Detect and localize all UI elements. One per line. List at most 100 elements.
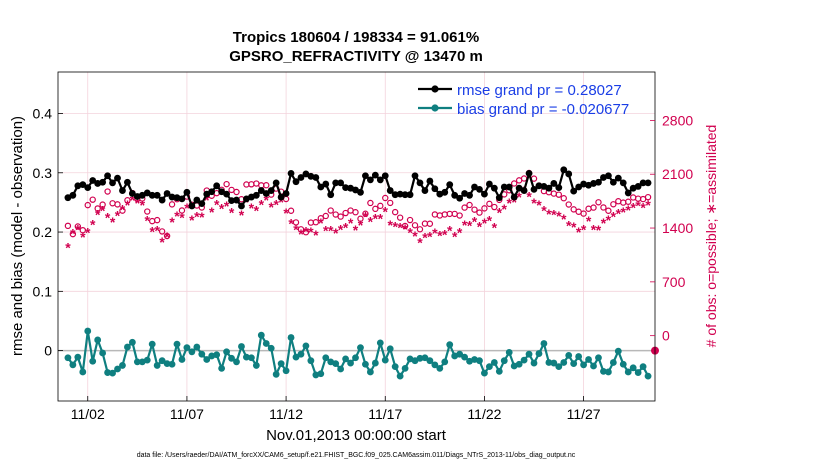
obs-assimilated-point: * — [100, 202, 106, 218]
bias-point — [322, 354, 330, 362]
rmse-point — [114, 174, 121, 182]
obs-possible-point — [99, 201, 106, 208]
obs-assimilated-point: * — [472, 214, 478, 230]
obs-assimilated-point: * — [313, 227, 319, 243]
obs-possible-point — [287, 207, 295, 214]
right-tick-label: 2100 — [662, 166, 693, 182]
obs-assimilated-point: * — [581, 222, 587, 238]
bias-point — [565, 351, 573, 359]
bias-point — [277, 360, 285, 368]
obs-assimilated-point: * — [268, 199, 274, 215]
obs-possible-point — [144, 208, 151, 215]
obs-possible-point — [401, 222, 409, 230]
obs-assimilated-point: * — [149, 224, 155, 240]
rmse-point — [188, 202, 196, 210]
rmse-point — [198, 200, 206, 208]
obs-possible-point — [406, 216, 414, 224]
bias-point — [431, 361, 439, 369]
rmse-point — [386, 187, 394, 194]
rmse-point — [595, 178, 602, 186]
obs-assimilated-point: * — [140, 197, 146, 213]
obs-assimilated-point: * — [447, 223, 453, 239]
bias-point — [580, 361, 587, 369]
x-axis-ticks: 11/02 11/07 11/12 11/17 11/22 11/27 — [71, 396, 601, 422]
bias-point — [555, 363, 563, 371]
obs-possible-point — [466, 201, 473, 209]
rmse-point — [104, 172, 111, 180]
obs-assimilated-point: * — [630, 200, 636, 216]
obs-possible-point — [600, 204, 607, 211]
bias-point — [89, 357, 97, 365]
right-axis-label: # of obs: o=possible; ∗=assimilated — [703, 125, 719, 348]
rmse-point — [208, 188, 216, 196]
bias-point — [352, 354, 359, 362]
bias-point — [168, 360, 176, 368]
rmse-point — [267, 187, 275, 194]
obs-assimilated-point: * — [298, 226, 304, 242]
obs-assimilated-point: * — [576, 224, 582, 240]
rmse-point — [337, 179, 345, 187]
obs-assimilated-point: * — [462, 217, 468, 233]
obs-assimilated-point: * — [303, 223, 309, 239]
obs-assimilated-point: * — [159, 234, 165, 250]
rmse-point — [575, 183, 583, 191]
obs-assimilated-point: * — [169, 214, 175, 230]
obs-possible-point — [64, 222, 72, 230]
bias-point — [99, 349, 107, 357]
obs-assimilated-point: * — [338, 222, 344, 238]
obs-possible-point — [590, 204, 597, 211]
bias-point — [366, 368, 374, 376]
y-tick-label: 0.1 — [33, 283, 53, 299]
bias-point — [262, 340, 270, 347]
rmse-point — [406, 191, 414, 199]
bias-point — [133, 358, 141, 366]
obs-assimilated-point: * — [259, 197, 265, 213]
bias-point — [490, 359, 498, 366]
rmse-point — [277, 193, 285, 201]
obs-assimilated-point: * — [635, 197, 641, 213]
chart-title: Tropics 180604 / 198334 = 91.061% — [233, 29, 479, 46]
x-tick-label: 11/27 — [567, 406, 601, 422]
obs-assimilated-point: * — [487, 212, 493, 228]
obs-possible-point — [411, 222, 419, 229]
rmse-point — [99, 178, 107, 186]
obs-possible-point — [491, 203, 498, 211]
rmse-point — [168, 193, 176, 201]
rmse-point — [292, 178, 300, 186]
obs-assimilated-point: * — [571, 219, 577, 235]
rmse-point — [495, 194, 503, 202]
bias-point — [114, 365, 121, 373]
rmse-point — [396, 190, 404, 198]
obs-assimilated-point: * — [154, 223, 160, 239]
obs-assimilated-point: * — [145, 212, 151, 228]
obs-possible-point — [263, 182, 270, 189]
obs-assimilated-point: * — [288, 216, 294, 232]
obs-possible-point — [168, 201, 176, 208]
obs-possible-point — [104, 188, 111, 195]
obs-assimilated-point: * — [229, 204, 235, 220]
right-tick-label: 700 — [662, 274, 686, 290]
obs-assimilated-point: * — [387, 217, 393, 233]
obs-assimilated-point: * — [120, 202, 126, 218]
obs-possible-point — [163, 232, 171, 240]
bias-point — [128, 338, 136, 346]
rmse-point — [163, 190, 171, 197]
x-tick-label: 11/17 — [368, 406, 402, 422]
obs-assimilated-point: * — [368, 213, 374, 229]
bias-point — [441, 358, 449, 366]
obs-assimilated-point: * — [611, 208, 617, 224]
obs-assimilated-point: * — [105, 209, 111, 225]
rmse-point — [193, 196, 201, 204]
rmse-point — [148, 191, 156, 199]
obs-possible-point — [560, 195, 567, 202]
bias-point — [267, 344, 275, 352]
obs-assimilated-point: * — [497, 204, 503, 220]
obs-assimilated-point: * — [323, 223, 329, 239]
bias-point — [481, 369, 488, 377]
bias-point — [570, 360, 578, 368]
bias-point — [590, 362, 597, 370]
rmse-point — [183, 188, 191, 196]
rmse-point — [609, 178, 617, 186]
bias-point — [143, 356, 151, 364]
bias-point — [644, 372, 652, 380]
